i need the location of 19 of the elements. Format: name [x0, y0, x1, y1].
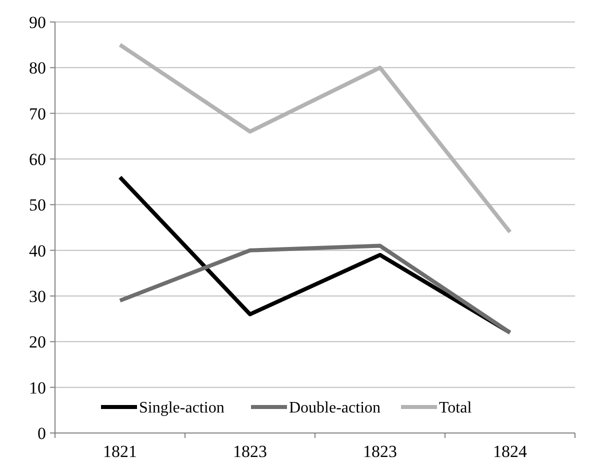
legend-label: Single-action	[139, 400, 224, 417]
x-tick-label: 1823	[233, 442, 267, 461]
x-tick-label: 1824	[493, 442, 528, 461]
y-tick-label: 50	[29, 196, 46, 215]
x-tick-label: 1823	[363, 442, 397, 461]
y-tick-label: 90	[29, 12, 46, 32]
y-tick-label: 80	[29, 58, 46, 78]
y-tick-label: 10	[29, 378, 46, 398]
y-tick-label: 30	[29, 286, 46, 306]
y-tick-label: 60	[29, 150, 46, 169]
line-series	[118, 244, 512, 335]
line-series	[118, 175, 512, 335]
y-tick-label: 0	[38, 424, 46, 443]
y-tick-label: 20	[29, 332, 46, 352]
legend-label: Total	[439, 400, 472, 417]
y-tick-label: 40	[29, 241, 46, 260]
legend-label: Double-action	[289, 400, 381, 417]
y-tick-label: 70	[29, 104, 46, 124]
x-tick-label: 1821	[103, 442, 137, 461]
